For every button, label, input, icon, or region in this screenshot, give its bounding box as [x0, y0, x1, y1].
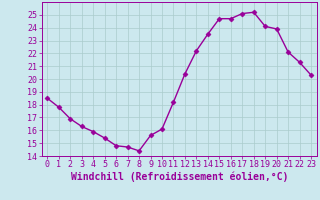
X-axis label: Windchill (Refroidissement éolien,°C): Windchill (Refroidissement éolien,°C): [70, 172, 288, 182]
